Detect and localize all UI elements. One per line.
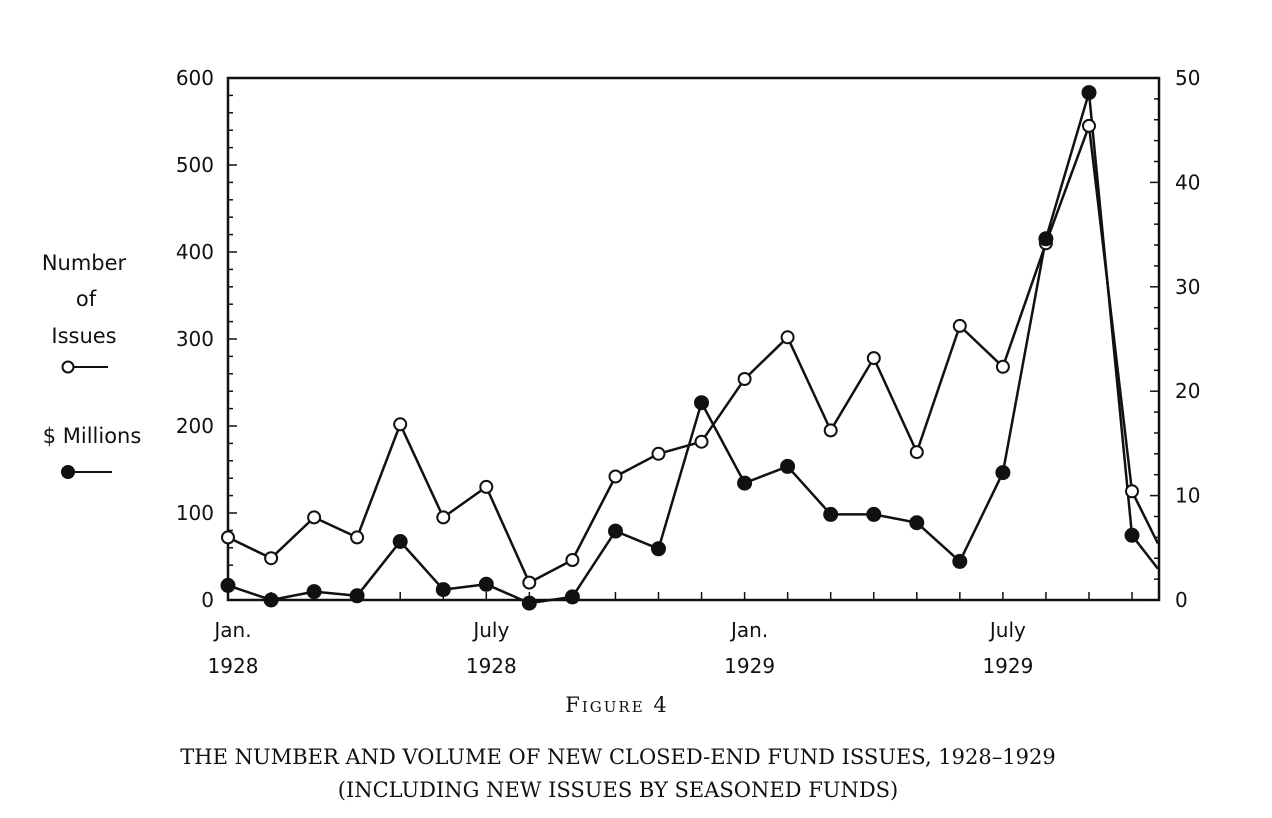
millions-point <box>306 584 322 600</box>
x-tick-label-month: July <box>988 618 1026 642</box>
x-tick-label-year: 1929 <box>982 654 1033 678</box>
millions-point <box>349 588 365 604</box>
series-layer <box>220 85 1160 611</box>
issues-point <box>737 372 752 386</box>
millions-point <box>952 553 968 569</box>
issues-point <box>479 479 494 494</box>
legend: Number of Issues $ Millions <box>42 251 142 479</box>
issues-point <box>952 318 967 333</box>
right-axis-ticks: 0 10 20 30 40 50 <box>1150 66 1200 612</box>
millions-point <box>478 576 494 592</box>
millions-point <box>995 465 1011 481</box>
issues-point <box>350 530 365 545</box>
plot-frame <box>226 76 1161 602</box>
millions-point <box>909 515 925 531</box>
left-tick-label: 600 <box>176 66 214 90</box>
millions-point <box>521 595 537 611</box>
right-tick-label: 0 <box>1175 588 1188 612</box>
issues-point <box>823 423 838 438</box>
issues-point <box>1082 118 1096 133</box>
left-tick-label: 100 <box>176 501 214 525</box>
legend-issues-line3: Issues <box>51 324 116 348</box>
millions-point <box>435 582 451 598</box>
x-axis-labels: Jan. 1928 July 1928 Jan. 1929 July 1929 <box>208 618 1034 678</box>
issues-point <box>307 510 322 525</box>
issues-point <box>436 510 451 525</box>
millions-point <box>651 541 666 557</box>
legend-filled-circle-icon <box>61 465 112 479</box>
millions-point <box>780 458 796 474</box>
millions-point <box>263 592 279 608</box>
millions-point <box>1081 85 1097 101</box>
x-tick-label-month: Jan. <box>729 618 768 642</box>
left-tick-label: 200 <box>176 414 214 438</box>
right-tick-label: 20 <box>1175 379 1200 403</box>
x-tick-label-year: 1928 <box>466 654 517 678</box>
issues-point <box>1125 484 1139 499</box>
caption-line-1: THE NUMBER AND VOLUME OF NEW CLOSED-END … <box>180 745 1055 769</box>
right-tick-label: 50 <box>1175 66 1200 90</box>
series-issues-line <box>227 124 1160 584</box>
millions-point <box>694 395 709 411</box>
x-tick-label-year: 1928 <box>208 654 259 678</box>
left-axis-ticks: 0 100 200 300 400 500 600 <box>176 66 237 612</box>
issues-point <box>608 469 623 484</box>
legend-millions-label: $ Millions <box>43 424 142 448</box>
millions-point <box>392 534 408 549</box>
issues-point <box>866 351 881 366</box>
millions-point <box>608 523 623 539</box>
x-tick-label-year: 1929 <box>724 654 775 678</box>
issues-point <box>780 330 795 345</box>
caption-line-2: (INCLUDING NEW ISSUES BY SEASONED FUNDS) <box>338 778 899 802</box>
millions-point <box>1124 527 1140 543</box>
x-tick-label-month: July <box>471 618 509 642</box>
x-tick-label-month: Jan. <box>212 618 251 642</box>
legend-open-circle-icon <box>61 360 108 374</box>
millions-point <box>1038 231 1054 247</box>
issues-point <box>909 445 924 460</box>
issues-point <box>264 551 279 566</box>
series-millions-line <box>227 91 1159 605</box>
issues-point <box>221 530 235 545</box>
millions-point <box>866 506 882 522</box>
left-tick-label: 300 <box>176 327 214 351</box>
figure-label: Figure 4 <box>565 693 668 717</box>
right-tick-label: 30 <box>1175 275 1200 299</box>
left-tick-label: 400 <box>176 240 214 264</box>
left-tick-label: 500 <box>176 153 214 177</box>
left-tick-label: 0 <box>201 588 214 612</box>
millions-point <box>220 577 236 593</box>
issues-point <box>393 417 408 432</box>
right-tick-label: 10 <box>1175 484 1200 508</box>
millions-point <box>737 475 753 491</box>
legend-issues-line2: of <box>76 287 97 311</box>
right-tick-label: 40 <box>1175 170 1200 194</box>
issues-point <box>522 575 537 590</box>
issues-point <box>565 553 580 567</box>
issues-point <box>694 434 709 449</box>
issues-point <box>651 446 666 461</box>
millions-point <box>823 506 839 522</box>
legend-issues-line1: Number <box>42 251 127 275</box>
issues-point <box>995 359 1010 374</box>
millions-point <box>564 589 580 605</box>
